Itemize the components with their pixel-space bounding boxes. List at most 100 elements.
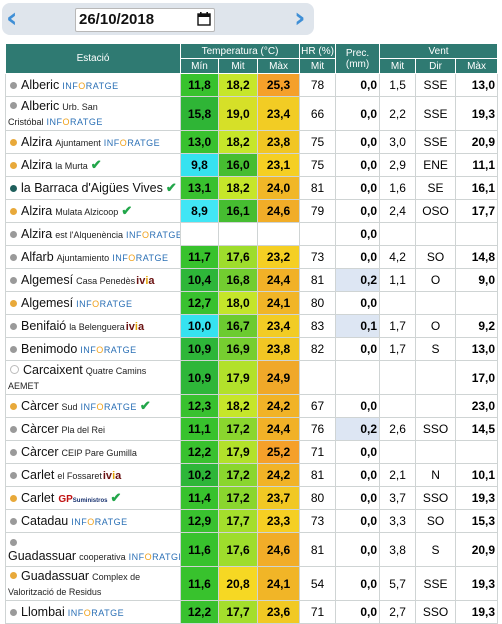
table-row[interactable]: Algemesí INFORATGE 12,7 18,0 24,1 80 0,0 [5, 291, 499, 315]
table-row[interactable]: Guadassuar Complex de Valorització de Res… [5, 566, 499, 601]
precip-cell: 0,0 [335, 291, 381, 315]
table-row[interactable]: Benifaió la Belengueraivia 10,0 16,7 23,4 83 0… [5, 314, 499, 338]
table-row[interactable]: Càrcer Sud INFORATGE ✔ 12,3 18,2 24,2 67 0,0 23,0 [5, 394, 499, 418]
station-name[interactable]: Alzira [21, 204, 53, 218]
station-cell[interactable]: Benimodo INFORATGE [5, 337, 181, 361]
station-name[interactable]: Carcaixent [23, 362, 83, 377]
humidity-cell: 75 [299, 153, 337, 177]
station-name[interactable]: Alzira [21, 135, 53, 149]
temp-min-cell: 12,2 [180, 600, 219, 624]
table-row[interactable]: Alzira Ajuntament INFORATGE 13,0 18,2 23,8 75 0… [5, 130, 499, 154]
station-name[interactable]: Algemesí [21, 296, 74, 310]
table-row[interactable]: Alfarb Ajuntamiento INFORATGE 11,7 17,6 23,2 7… [5, 245, 499, 269]
prev-day-chevron-icon[interactable]: ‹ [6, 1, 18, 34]
col-wind-max[interactable]: Màx [455, 58, 499, 74]
col-wind: Vent [379, 43, 499, 59]
col-temp-mit[interactable]: Mit [218, 58, 258, 74]
station-name[interactable]: Benifaió [21, 319, 67, 333]
check-icon: ✔ [165, 180, 177, 195]
station-cell[interactable]: Càrcer CEIP Pare Gumilla [5, 440, 181, 464]
temp-max-cell: 23,6 [256, 600, 301, 624]
station-cell[interactable]: Guadassuar Complex de Valorització de Res… [5, 566, 181, 601]
station-name[interactable]: la Barraca d'Aigües Vives [21, 181, 163, 195]
inforatge-logo-icon: INFORATGE [76, 299, 133, 309]
wind-dir-cell: SE [415, 176, 457, 200]
calendar-icon[interactable] [197, 12, 211, 26]
table-row[interactable]: Alberic INFORATGE 11,8 18,2 25,3 78 0,0 1,5 SSE 1… [5, 73, 499, 97]
station-cell[interactable]: Càrcer Pla del Rei [5, 417, 181, 441]
station-name[interactable]: Càrcer [21, 422, 59, 436]
station-name[interactable]: Alzira [21, 227, 53, 241]
station-cell[interactable]: Alzira Ajuntament INFORATGE [5, 130, 181, 154]
wind-max-cell: 19,3 [455, 486, 499, 510]
table-row[interactable]: GuadassuarcooperativaINFORATGE11,617,624… [5, 532, 499, 567]
table-row[interactable]: Alzira est l'Alquenència INFORATGE 0,0 [5, 222, 499, 246]
station-cell[interactable]: Alzira est l'Alquenència INFORATGE [5, 222, 181, 246]
station-cell[interactable]: Algemesí Casa Penedèsivia [5, 268, 181, 292]
table-row[interactable]: Alberic Urb. San Cristóbal INFORATGE 15,8 19… [5, 96, 499, 131]
table-row[interactable]: Llombai INFORATGE 12,2 17,7 23,6 71 0,0 2,7 SSO 1… [5, 600, 499, 624]
temp-mit-cell: 18,2 [218, 130, 258, 154]
station-cell[interactable]: Carcaixent Quatre Camins AEMET [5, 360, 181, 395]
temp-mit-cell: 17,9 [218, 360, 258, 395]
table-row[interactable]: Càrcer CEIP Pare Gumilla 12,2 17,9 25,2 71 0,0 [5, 440, 499, 464]
station-cell[interactable]: Carlet el Fossaretivia [5, 463, 181, 487]
station-cell[interactable]: Alberic INFORATGE [5, 73, 181, 97]
station-cell[interactable]: Algemesí INFORATGE [5, 291, 181, 315]
col-precip[interactable]: Prec. (mm) [335, 43, 381, 74]
station-name[interactable]: Alzira [21, 158, 53, 172]
table-row[interactable]: la Barraca d'Aigües Vives ✔ 13,1 18,2 24,0 81… [5, 176, 499, 200]
station-name[interactable]: Carlet [21, 491, 55, 505]
date-input[interactable]: 26/10/2018 [75, 8, 215, 32]
station-name[interactable]: Carlet [21, 468, 55, 482]
station-cell[interactable]: Alfarb Ajuntamiento INFORATGE [5, 245, 181, 269]
humidity-cell: 67 [299, 394, 337, 418]
station-name[interactable]: Guadassuar [21, 568, 90, 583]
col-temp-min[interactable]: Mín [180, 58, 219, 74]
station-name[interactable]: Alberic [21, 78, 60, 92]
temp-max-cell: 23,7 [256, 486, 301, 510]
table-row[interactable]: Algemesí Casa Penedèsivia 10,4 16,8 24,4 81 0,… [5, 268, 499, 292]
table-row[interactable]: Carcaixent Quatre Camins AEMET 10,9 17,9 24,… [5, 360, 499, 395]
station-name[interactable]: Guadassuar [8, 549, 77, 563]
station-cell[interactable]: Catadau INFORATGE [5, 509, 181, 533]
table-row[interactable]: Catadau INFORATGE 12,9 17,7 23,3 73 0,0 3,3 SO 15… [5, 509, 499, 533]
station-name[interactable]: Algemesí [21, 273, 74, 287]
table-row[interactable]: Carlet GPSuministros ✔ 11,4 17,2 23,7 80 0,0 3,7… [5, 486, 499, 510]
station-cell[interactable]: Llombai INFORATGE [5, 600, 181, 624]
temp-max-cell: 24,6 [256, 532, 301, 567]
station-name[interactable]: Benimodo [21, 342, 78, 356]
humidity-cell: 73 [299, 509, 337, 533]
station-cell[interactable]: Carlet GPSuministros ✔ [5, 486, 181, 510]
table-row[interactable]: Alzira Mulata Alzicoop ✔ 8,9 16,1 24,6 79 0,0 2,… [5, 199, 499, 223]
station-cell[interactable]: Alzira Mulata Alzicoop ✔ [5, 199, 181, 223]
check-icon: ✔ [139, 398, 151, 413]
table-row[interactable]: Alzira la Murta ✔ 9,8 16,0 23,1 75 0,0 2,9 ENE 11,… [5, 153, 499, 177]
table-row[interactable]: Benimodo INFORATGE 10,9 16,9 23,8 82 0,0 1,7 S 13… [5, 337, 499, 361]
station-cell[interactable]: la Barraca d'Aigües Vives ✔ [5, 176, 181, 200]
wind-max-cell: 9,0 [455, 268, 499, 292]
station-subname: Mulata Alzicoop [55, 207, 119, 217]
table-row[interactable]: Càrcer Pla del Rei 11,1 17,2 24,4 76 0,2 2,6 SSO… [5, 417, 499, 441]
wind-max-cell: 20,9 [455, 532, 499, 567]
col-wind-mit[interactable]: Mit [379, 58, 417, 74]
station-cell[interactable]: GuadassuarcooperativaINFORATGE [5, 532, 181, 567]
col-temp-max[interactable]: Màx [256, 58, 301, 74]
station-name[interactable]: Càrcer [21, 399, 59, 413]
station-cell[interactable]: Alzira la Murta ✔ [5, 153, 181, 177]
col-hr-mit[interactable]: Mit [299, 58, 337, 74]
station-name[interactable]: Alfarb [21, 250, 54, 264]
station-cell[interactable]: Càrcer Sud INFORATGE ✔ [5, 394, 181, 418]
next-day-chevron-icon[interactable]: › [294, 1, 306, 34]
wind-max-cell: 19,3 [455, 566, 499, 601]
col-station[interactable]: Estació [5, 43, 181, 74]
station-name[interactable]: Càrcer [21, 445, 59, 459]
station-cell[interactable]: Alberic Urb. San Cristóbal INFORATGE [5, 96, 181, 131]
col-wind-dir[interactable]: Dir [415, 58, 457, 74]
precip-cell: 0,0 [335, 600, 381, 624]
station-name[interactable]: Alberic [21, 98, 60, 113]
station-name[interactable]: Llombai [21, 605, 65, 619]
station-cell[interactable]: Benifaió la Belengueraivia [5, 314, 181, 338]
station-name[interactable]: Catadau [21, 514, 69, 528]
table-row[interactable]: Carlet el Fossaretivia 10,2 17,2 24,2 81 0,0 2,… [5, 463, 499, 487]
